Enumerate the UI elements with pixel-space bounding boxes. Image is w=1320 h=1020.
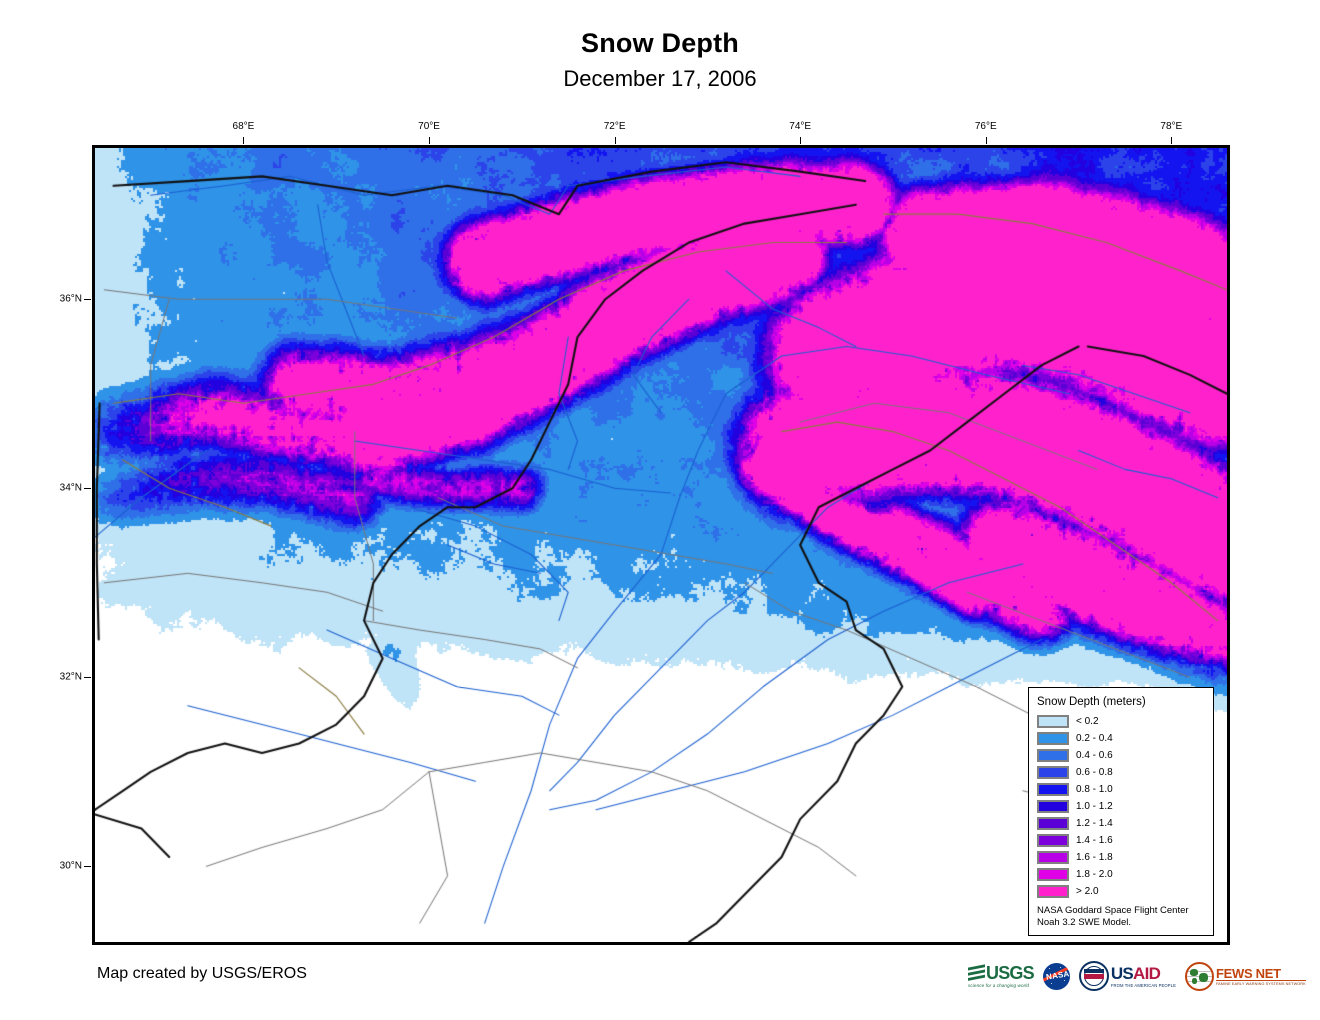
legend-color-swatch bbox=[1037, 731, 1069, 745]
legend-item-label: 1.0 - 1.2 bbox=[1076, 800, 1113, 812]
legend-item-label: 0.2 - 0.4 bbox=[1076, 732, 1113, 744]
fewsnet-tagline: FAMINE EARLY WARNING SYSTEMS NETWORK bbox=[1215, 981, 1306, 986]
latitude-tick-label: 30°N bbox=[59, 860, 82, 872]
legend-item: 0.2 - 0.4 bbox=[1037, 730, 1205, 746]
longitude-tick-label: 76°E bbox=[974, 121, 997, 132]
legend-item-label: 0.4 - 0.6 bbox=[1076, 749, 1113, 761]
title-block: Snow Depth December 17, 2006 bbox=[0, 26, 1320, 94]
latitude-tick-mark bbox=[84, 677, 91, 679]
latitude-tick-mark bbox=[84, 488, 91, 490]
legend-item: 0.4 - 0.6 bbox=[1037, 747, 1205, 763]
legend-item: 1.8 - 2.0 bbox=[1037, 866, 1205, 882]
legend-item: 1.2 - 1.4 bbox=[1037, 815, 1205, 831]
logo-bar: USGS science for a changing world NASA U… bbox=[968, 958, 1306, 994]
legend-panel: Snow Depth (meters) < 0.2 0.2 - 0.4 0.4 - … bbox=[1028, 687, 1214, 936]
legend-item-label: 1.4 - 1.6 bbox=[1076, 834, 1113, 846]
legend-color-swatch bbox=[1037, 765, 1069, 779]
page-title: Snow Depth bbox=[581, 28, 739, 58]
legend-color-swatch bbox=[1037, 867, 1069, 881]
page-subtitle: December 17, 2006 bbox=[563, 66, 757, 91]
legend-item: 0.8 - 1.0 bbox=[1037, 781, 1205, 797]
legend-title: Snow Depth (meters) bbox=[1037, 696, 1146, 708]
longitude-tick-mark bbox=[985, 137, 987, 144]
legend-item: 1.4 - 1.6 bbox=[1037, 832, 1205, 848]
usgs-tagline: science for a changing world bbox=[968, 983, 1030, 988]
legend-footer-line-1: NASA Goddard Space Flight Center bbox=[1037, 905, 1189, 916]
legend-color-swatch bbox=[1037, 833, 1069, 847]
usaid-logo-text-aid: AID bbox=[1133, 963, 1161, 983]
longitude-tick-label: 70°E bbox=[418, 121, 440, 132]
legend-footer-line-2: Noah 3.2 SWE Model. bbox=[1037, 917, 1131, 928]
longitude-tick-mark bbox=[1171, 137, 1173, 144]
fewsnet-logo: FEWS NET FAMINE EARLY WARNING SYSTEMS NE… bbox=[1184, 960, 1306, 992]
legend-color-swatch bbox=[1037, 782, 1069, 796]
longitude-tick-label: 68°E bbox=[232, 121, 255, 132]
legend-item-label: 0.6 - 0.8 bbox=[1076, 766, 1113, 778]
legend-color-swatch bbox=[1037, 884, 1069, 898]
legend-item-label: 0.8 - 1.0 bbox=[1076, 783, 1113, 795]
legend-item: 1.6 - 1.8 bbox=[1037, 849, 1205, 865]
usgs-logo-text: USGS bbox=[986, 963, 1035, 983]
latitude-tick-label: 34°N bbox=[59, 482, 82, 494]
usaid-logo-text-us: US bbox=[1110, 963, 1134, 983]
nasa-logo-text: NASA bbox=[1045, 968, 1070, 982]
fews-globe-icon bbox=[1184, 961, 1214, 991]
longitude-tick-mark bbox=[614, 137, 616, 144]
usgs-wave-icon bbox=[968, 963, 985, 983]
legend-footer: NASA Goddard Space Flight Center Noah 3.… bbox=[1037, 905, 1205, 929]
usaid-logo: USAID FROM THE AMERICAN PEOPLE bbox=[1078, 960, 1176, 992]
legend-item-label: 1.8 - 2.0 bbox=[1076, 868, 1113, 880]
usaid-tagline: FROM THE AMERICAN PEOPLE bbox=[1110, 982, 1176, 988]
legend-item-label: > 2.0 bbox=[1076, 885, 1099, 897]
legend-color-swatch bbox=[1037, 799, 1069, 813]
legend-item: < 0.2 bbox=[1037, 713, 1205, 729]
nasa-meatball-icon: NASA bbox=[1042, 962, 1070, 990]
latitude-tick-label: 32°N bbox=[59, 671, 82, 683]
legend-item: > 2.0 bbox=[1037, 883, 1205, 899]
latitude-tick-label: 36°N bbox=[59, 293, 82, 305]
longitude-tick-label: 72°E bbox=[603, 121, 626, 132]
longitude-tick-label: 78°E bbox=[1160, 121, 1183, 132]
longitude-tick-mark bbox=[243, 137, 245, 144]
longitude-tick-label: 74°E bbox=[789, 121, 812, 132]
legend-item: 1.0 - 1.2 bbox=[1037, 798, 1205, 814]
usgs-logo: USGS science for a changing world bbox=[968, 960, 1035, 992]
legend-item-label: 1.2 - 1.4 bbox=[1076, 817, 1113, 829]
longitude-tick-mark bbox=[800, 137, 802, 144]
legend-item-label: < 0.2 bbox=[1076, 715, 1099, 727]
latitude-tick-mark bbox=[84, 299, 91, 301]
longitude-tick-mark bbox=[429, 137, 431, 144]
map-credit: Map created by USGS/EROS bbox=[97, 965, 307, 982]
legend-color-swatch bbox=[1037, 816, 1069, 830]
legend-color-swatch bbox=[1037, 714, 1069, 728]
legend-color-swatch bbox=[1037, 850, 1069, 864]
fewsnet-logo-text: FEWS NET bbox=[1215, 967, 1306, 981]
legend-color-swatch bbox=[1037, 748, 1069, 762]
legend-item-label: 1.6 - 1.8 bbox=[1076, 851, 1113, 863]
usaid-seal-icon bbox=[1078, 961, 1109, 991]
latitude-tick-mark bbox=[84, 866, 91, 868]
legend-item: 0.6 - 0.8 bbox=[1037, 764, 1205, 780]
legend-items: < 0.2 0.2 - 0.4 0.4 - 0.6 0.6 - 0.8 0.8 - 1.… bbox=[1037, 713, 1205, 899]
nasa-logo: NASA bbox=[1042, 960, 1070, 992]
